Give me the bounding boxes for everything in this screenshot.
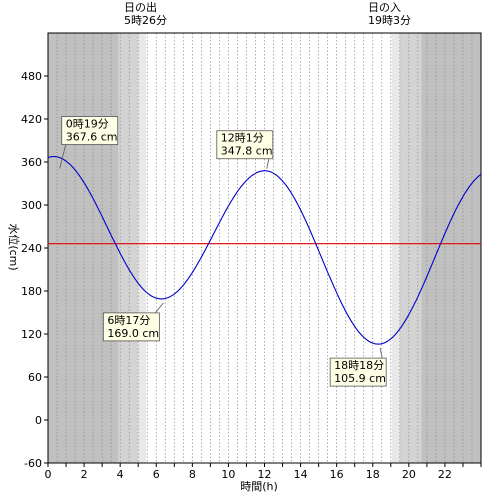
annotation-box [102,312,160,342]
twilight-band [421,33,481,463]
y-tick-label: 60 [28,371,42,384]
y-tick-label: 240 [21,242,42,255]
x-tick-label: 10 [221,468,235,481]
x-axis-label: 時間(h) [240,480,278,493]
y-tick-label: 360 [21,156,42,169]
annotation-pointer [379,348,383,359]
y-tick-label: 120 [21,328,42,341]
twilight-shading [48,33,481,463]
x-tick-label: 16 [330,468,344,481]
twilight-band [48,33,119,463]
annotation-box [216,130,274,160]
y-tick-label: 0 [35,414,42,427]
y-axis-ticks: -60 0 60 120 180 240 300 360 420 480 [21,70,48,470]
annotation-box [329,357,387,387]
sunset-label: 日の入 [368,1,401,14]
x-tick-label: 22 [438,468,452,481]
annotation-value: 347.8 cm [221,145,273,158]
y-axis-label: 水位(cm) [7,223,21,270]
x-tick-label: 0 [45,468,52,481]
annotation-time: 18時18分 [334,359,384,372]
y-tick-label: 480 [21,70,42,83]
annotation-time: 12時1分 [221,132,264,145]
annotation-pointer [59,144,67,169]
annotation-value: 367.6 cm [66,131,118,144]
annotation-value: 169.0 cm [107,327,159,340]
x-tick-label: 14 [294,468,308,481]
sunrise-label: 日の出 [124,0,157,14]
tide-curve [47,156,482,345]
twilight-band [391,33,400,463]
y-tick-label: 420 [21,113,42,126]
sunrise-time: 5時26分 [124,14,167,27]
y-tick-label: 180 [21,285,42,298]
x-tick-label: 4 [117,468,124,481]
x-tick-label: 18 [366,468,380,481]
y-tick-label: 300 [21,199,42,212]
twilight-band [138,33,147,463]
x-tick-label: 8 [189,468,196,481]
x-tick-label: 20 [402,468,416,481]
twilight-band [118,33,139,463]
annotation-pointer [155,302,164,314]
x-tick-label: 2 [81,468,88,481]
annotation-time: 6時17分 [107,314,150,327]
annotation-value: 105.9 cm [334,372,386,385]
annotation-time: 0時19分 [66,118,109,131]
annotation-pointer [266,158,270,169]
grid-lines [56,33,473,463]
sunset-time: 19時3分 [368,14,411,27]
y-tick-label: -60 [24,457,42,470]
twilight-band [399,33,422,463]
x-axis-ticks: 0 2 4 6 8 10 12 14 16 18 20 22 [45,463,482,481]
annotation-box [61,116,119,145]
x-tick-label: 6 [153,468,160,481]
x-tick-label: 12 [258,468,272,481]
